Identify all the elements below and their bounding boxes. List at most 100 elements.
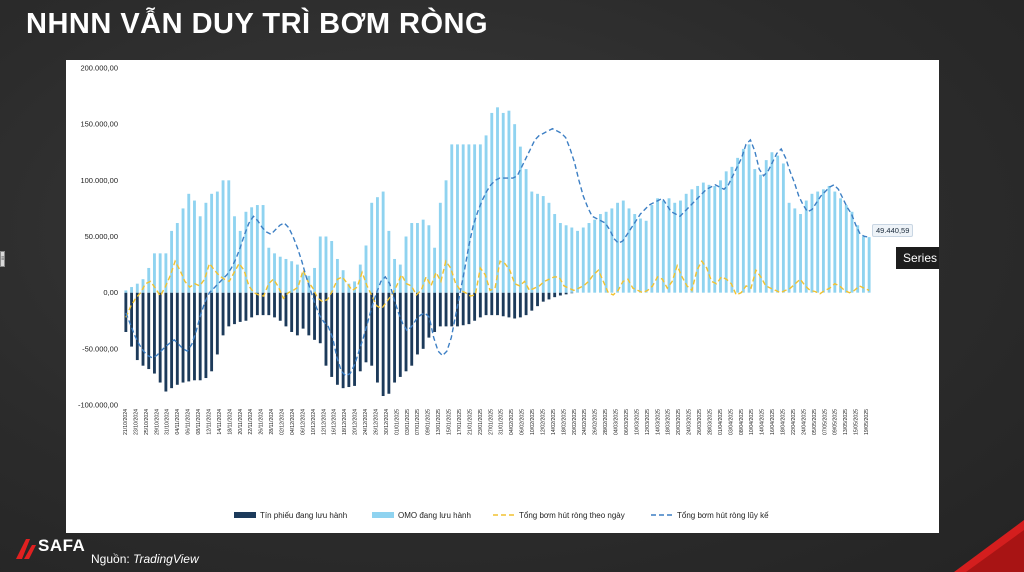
x-tick-label: 02/12/2024	[280, 409, 286, 435]
omo-bar	[553, 214, 557, 293]
legend-label: Tổng bơm hút ròng lũy kế	[677, 511, 769, 520]
tin-phieu-bar	[324, 292, 328, 366]
tin-phieu-bar	[278, 292, 282, 321]
omo-bar	[558, 223, 562, 293]
tin-phieu-bar	[233, 292, 236, 325]
tin-phieu-bar	[473, 292, 477, 321]
tin-phieu-bar	[147, 292, 151, 370]
omo-bar	[781, 163, 785, 293]
omo-bar	[547, 202, 551, 293]
x-tick-label: 14/11/2024	[217, 409, 223, 435]
tin-phieu-bar	[416, 292, 419, 355]
y-tick-label: 100.000,00	[80, 176, 118, 185]
tin-phieu-bar	[295, 292, 299, 336]
omo-bar	[867, 237, 871, 293]
tin-phieu-bar	[358, 292, 362, 372]
omo-bar	[244, 211, 248, 293]
omo-bar	[530, 191, 534, 293]
tin-phieu-bar	[164, 292, 168, 392]
x-tick-label: 08/11/2024	[196, 409, 202, 435]
omo-bar	[844, 205, 848, 293]
omo-bar	[570, 227, 574, 293]
cumulative-net-line	[125, 127, 870, 377]
x-tick-label: 18/11/2024	[227, 409, 233, 435]
chart-svg: 200.000,00 150.000,00 100.000,00 50.000,00 0…	[78, 64, 871, 520]
omo-bar	[273, 253, 276, 293]
tin-phieu-bar	[433, 292, 437, 332]
omo-bar	[124, 290, 128, 293]
tin-phieu-bar	[513, 292, 517, 319]
x-tick-label: 12/11/2024	[207, 409, 213, 435]
omo-bar	[370, 202, 374, 293]
omo-bar	[616, 202, 619, 293]
x-tick-label: 09/01/2025	[426, 409, 432, 435]
source-prefix: Nguồn:	[91, 552, 130, 566]
tin-phieu-bar	[215, 292, 219, 355]
tin-phieu-bar	[221, 292, 225, 336]
omo-bar	[261, 205, 265, 293]
slide-title: NHNN VẪN DUY TRÌ BƠM RÒNG	[26, 8, 489, 40]
omo-bar	[701, 182, 705, 293]
omo-bar	[141, 279, 145, 293]
tin-phieu-bar	[273, 292, 276, 318]
x-tick-label: 30/12/2024	[384, 409, 390, 435]
omo-bar	[707, 184, 711, 293]
tin-phieu-bar	[153, 292, 156, 374]
x-tick-label: 24/04/2025	[801, 409, 807, 435]
omo-bar	[741, 148, 745, 293]
x-tick-label: 22/11/2024	[248, 409, 254, 435]
tin-phieu-bar	[518, 292, 522, 318]
omo-bar	[153, 253, 156, 293]
tin-phieu-bar	[467, 292, 471, 325]
omo-bar	[187, 193, 191, 293]
x-tick-label: 20/03/2025	[676, 409, 682, 435]
omo-bar	[215, 191, 219, 293]
omo-bar	[175, 223, 179, 293]
omo-bar	[484, 135, 488, 293]
tin-phieu-bar	[398, 292, 402, 377]
omo-bar	[827, 185, 831, 293]
y-tick-label: 50.000,00	[85, 232, 118, 241]
x-tick-label: 14/04/2025	[760, 409, 766, 435]
omo-bar	[301, 272, 305, 293]
omo-bar	[536, 193, 539, 293]
safa-logo-text: SAFA	[38, 536, 86, 555]
omo-bar	[181, 208, 185, 293]
tin-phieu-bar	[170, 292, 174, 389]
omo-bar	[776, 155, 780, 293]
panel-handle[interactable]: ≡	[0, 251, 5, 267]
omo-bar	[576, 230, 579, 293]
omo-bar	[598, 214, 602, 293]
omo-bar	[684, 193, 688, 293]
omo-bar	[456, 144, 459, 293]
x-tick-label: 04/02/2025	[509, 409, 515, 435]
y-tick-label: -50.000,00	[82, 344, 118, 353]
x-tick-label: 31/10/2024	[165, 409, 171, 435]
tin-phieu-bar	[175, 292, 179, 385]
x-tick-label: 20/12/2024	[353, 409, 359, 435]
x-tick-label: 27/01/2025	[488, 409, 494, 435]
x-tick-label: 26/11/2024	[259, 409, 265, 435]
x-tick-label: 07/05/2025	[822, 409, 828, 435]
omo-bar	[147, 267, 151, 293]
tin-phieu-bar	[227, 292, 231, 327]
x-tick-label: 24/02/2025	[582, 409, 588, 435]
x-tick-label: 12/03/2025	[645, 409, 651, 435]
tin-phieu-bar	[438, 292, 442, 327]
tin-phieu-bar	[501, 292, 505, 317]
omo-bar	[364, 245, 368, 293]
x-tick-label: 06/12/2024	[300, 409, 306, 435]
x-tick-label: 12/02/2025	[541, 409, 547, 435]
tin-phieu-bar	[347, 292, 351, 388]
omo-bar	[335, 258, 339, 293]
omo-bar	[850, 211, 854, 293]
legend-label: OMO đang lưu hành	[398, 511, 471, 520]
tin-phieu-bar	[536, 292, 539, 307]
omo-bar	[473, 144, 477, 293]
series-tin-phieu-bars	[124, 292, 574, 397]
omo-bar	[764, 160, 768, 293]
x-tick-label: 03/01/2025	[405, 409, 411, 435]
omo-bar	[610, 208, 614, 293]
omo-bar	[730, 166, 734, 293]
y-tick-label: 150.000,00	[80, 120, 118, 129]
